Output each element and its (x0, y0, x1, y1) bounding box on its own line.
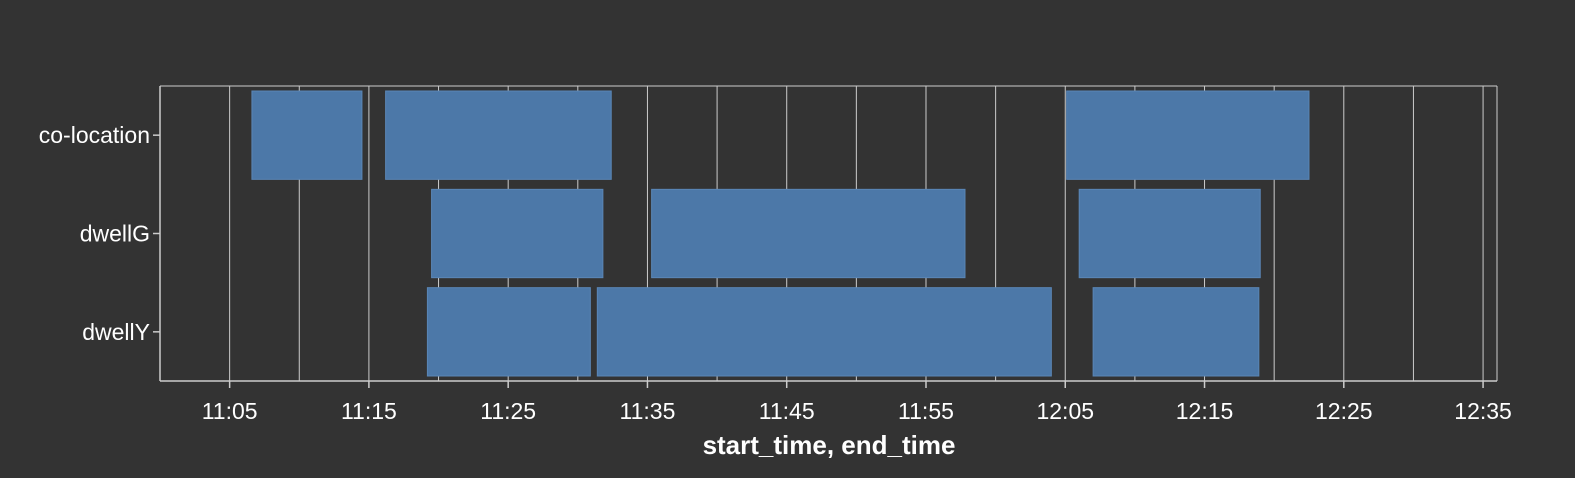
x-tick-label-6: 12:05 (1036, 398, 1094, 424)
y-tick-label-dwellY: dwellY (82, 319, 150, 345)
range-bar-dwellG-4 (651, 188, 966, 279)
bar-layer (251, 90, 1310, 377)
range-bar-co-location-0 (251, 90, 363, 180)
range-bar-co-location-1 (385, 90, 612, 180)
x-tick-label-9: 12:35 (1454, 398, 1512, 424)
x-tick-label-5: 11:55 (898, 398, 954, 424)
y-tick-label-dwellG: dwellG (80, 221, 150, 247)
x-tick-label-8: 12:25 (1315, 398, 1373, 424)
range-bar-dwellY-6 (426, 287, 591, 377)
x-tick-label-3: 11:35 (620, 398, 676, 424)
range-bar-co-location-2 (1066, 90, 1310, 180)
x-tick-label-7: 12:15 (1176, 398, 1234, 424)
range-bar-dwellY-7 (596, 287, 1052, 377)
x-tick-label-0: 11:05 (202, 398, 258, 424)
range-bar-dwellG-5 (1078, 188, 1261, 279)
x-tick-label-4: 11:45 (759, 398, 815, 424)
x-axis-title: start_time, end_time (703, 430, 956, 460)
range-bar-dwellY-8 (1092, 287, 1260, 377)
range-bar-dwellG-3 (431, 188, 604, 279)
x-tick-label-2: 11:25 (480, 398, 536, 424)
y-tick-label-co-location: co-location (39, 122, 150, 148)
axis-layer: co-location dwellG dwellY 11:05 11:15 11:25 11… (39, 86, 1512, 424)
x-tick-label-1: 11:15 (341, 398, 397, 424)
